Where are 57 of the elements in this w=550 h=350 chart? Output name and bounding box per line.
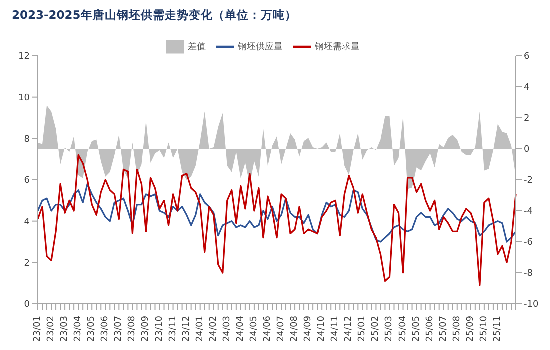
x-tick-label: 25/05 <box>412 316 422 342</box>
x-tick-label: 25/11 <box>492 316 503 342</box>
x-tick-label: 24/04 <box>236 316 246 342</box>
x-tick-label: 24/01 <box>195 316 206 342</box>
legend-label: 钢坯需求量 <box>315 42 360 52</box>
x-tick-label: 25/02 <box>371 316 382 342</box>
y-tick-label: 6 <box>24 176 30 186</box>
line-series <box>37 183 517 243</box>
x-tick-label: 24/02 <box>208 316 219 342</box>
x-tick-label: 24/03 <box>222 316 232 342</box>
x-tick-label: 25/10 <box>479 316 490 342</box>
line-series <box>37 154 517 286</box>
x-tick-label: 24/07 <box>276 316 287 342</box>
x-tick-label: 24/05 <box>249 316 260 342</box>
y2-tick-label: -6 <box>524 238 534 248</box>
y2-tick-label: -8 <box>524 269 534 280</box>
x-tick-label: 23/04 <box>74 316 84 342</box>
y2-tick-label: 0 <box>524 145 530 156</box>
y2-tick-label: -10 <box>524 300 539 310</box>
y-tick-label: 2 <box>24 258 30 269</box>
x-tick-label: 23/11 <box>168 316 178 342</box>
x-tick-label: 24/11 <box>330 316 341 342</box>
x-tick-label: 24/12 <box>344 316 354 342</box>
x-tick-label: 23/02 <box>46 316 57 342</box>
y-tick-label: 4 <box>24 218 30 228</box>
x-tick-label: 25/09 <box>466 316 476 342</box>
x-tick-label: 24/10 <box>317 316 328 342</box>
x-tick-label: 25/04 <box>398 316 408 342</box>
x-tick-label: 25/07 <box>438 316 449 342</box>
y2-tick-label: -4 <box>524 207 534 218</box>
x-tick-label: 24/08 <box>290 316 300 342</box>
x-tick-label: 23/08 <box>128 316 138 342</box>
y-tick-label: 8 <box>24 134 30 145</box>
x-tick-label: 25/08 <box>452 316 462 342</box>
x-tick-label: 25/03 <box>384 316 395 342</box>
y-tick-label: 10 <box>18 94 30 104</box>
chart-title: 2023-2025年唐山钢坯供需走势变化（单位：万吨） <box>12 8 298 24</box>
x-tick-label: 23/05 <box>87 316 98 342</box>
y2-tick-label: -2 <box>524 176 533 186</box>
x-tick-label: 25/06 <box>425 316 436 342</box>
x-tick-label: 24/09 <box>304 316 314 342</box>
y2-tick-label: 4 <box>524 83 530 94</box>
y2-tick-label: 6 <box>524 52 530 62</box>
x-tick-label: 23/07 <box>114 316 124 342</box>
x-tick-label: 23/06 <box>100 316 111 342</box>
y-tick-label: 0 <box>24 300 30 310</box>
x-tick-label: 23/10 <box>154 316 165 342</box>
y-tick-label: 12 <box>18 52 30 62</box>
x-tick-label: 23/01 <box>33 316 43 342</box>
x-tick-label: 24/06 <box>262 316 273 342</box>
x-tick-label: 23/03 <box>60 316 70 342</box>
x-tick-label: 23/12 <box>182 316 192 342</box>
y2-tick-label: 2 <box>524 114 530 124</box>
legend-label: 钢坯供应量 <box>238 42 283 52</box>
x-tick-label: 25/01 <box>358 316 368 342</box>
legend-label: 差值 <box>188 42 206 52</box>
x-tick-label: 23/09 <box>141 316 152 342</box>
